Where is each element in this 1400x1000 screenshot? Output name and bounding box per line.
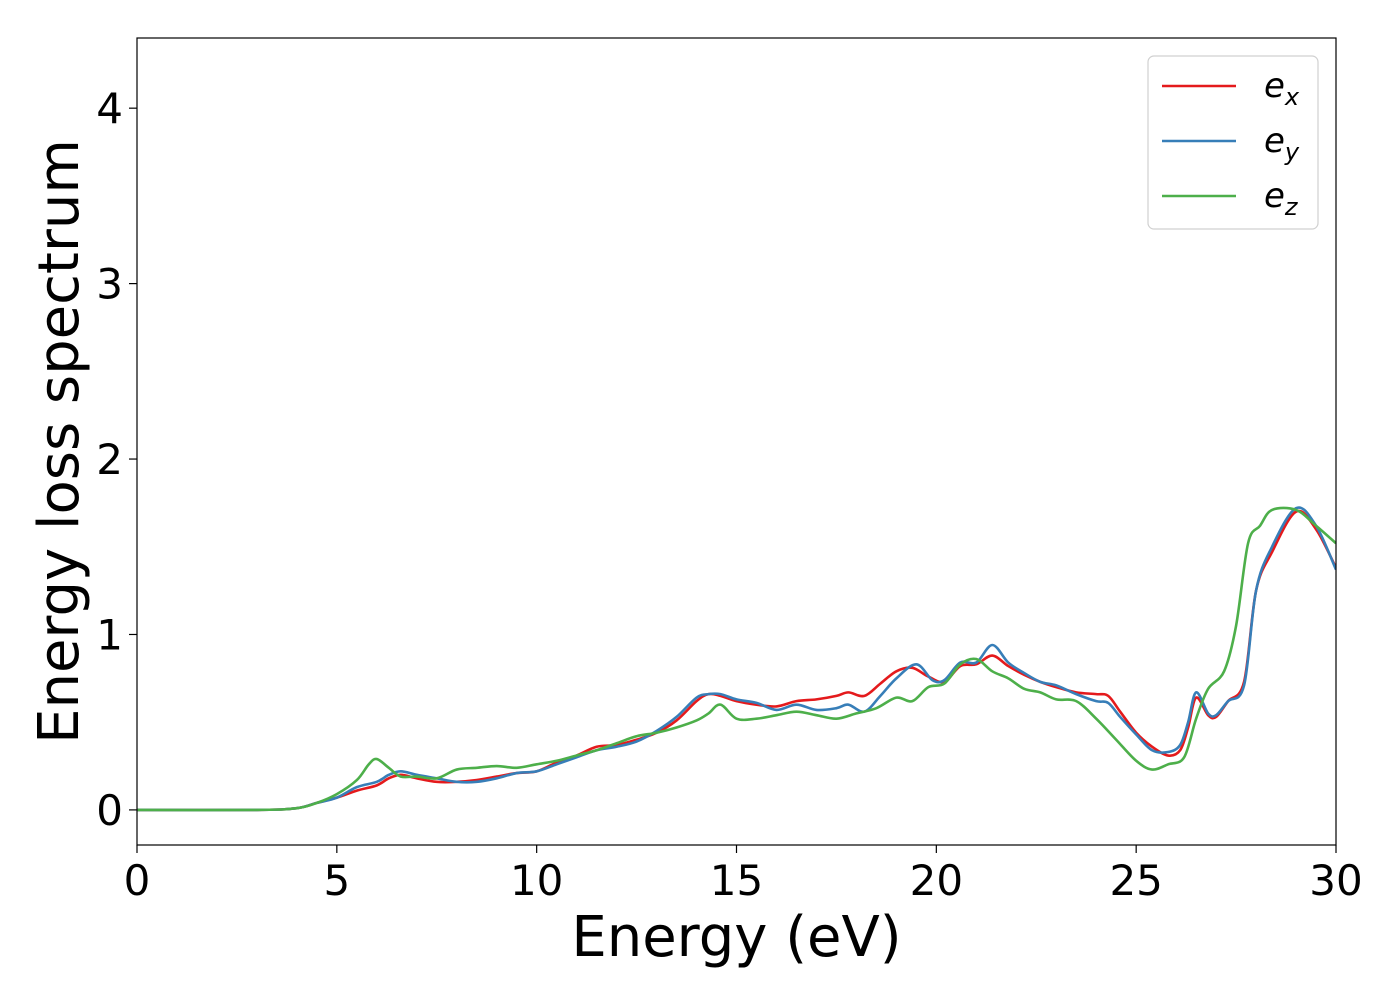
series-line-e-x: [137, 509, 1336, 812]
y-tick-label: 3: [96, 260, 123, 309]
legend-label-subscript: x: [1284, 83, 1300, 111]
x-tick-label: 10: [510, 856, 563, 905]
y-tick-label: 4: [96, 84, 123, 133]
x-tick-label: 15: [710, 856, 763, 905]
legend-label-subscript: y: [1284, 138, 1300, 166]
x-tick-label: 20: [910, 856, 963, 905]
series-line-e-y: [137, 506, 1336, 812]
x-tick-label: 0: [124, 856, 151, 905]
y-tick-label: 0: [96, 786, 123, 835]
x-axis-label: Energy (eV): [571, 905, 901, 970]
x-tick-label: 25: [1109, 856, 1162, 905]
legend-box: [1147, 55, 1319, 230]
series-line-e-z: [137, 506, 1336, 812]
y-tick-label: 1: [96, 610, 123, 659]
y-tick-label: 2: [96, 435, 123, 484]
legend-label-subscript: z: [1284, 193, 1299, 221]
y-axis-label: Energy loss spectrum: [27, 139, 92, 744]
x-tick-label: 5: [323, 856, 350, 905]
axis-ticks: 0 5 10 15 20 25 30 0 1 2 3 4: [96, 84, 1362, 905]
series-lines: [137, 506, 1336, 812]
x-tick-label: 30: [1309, 856, 1362, 905]
